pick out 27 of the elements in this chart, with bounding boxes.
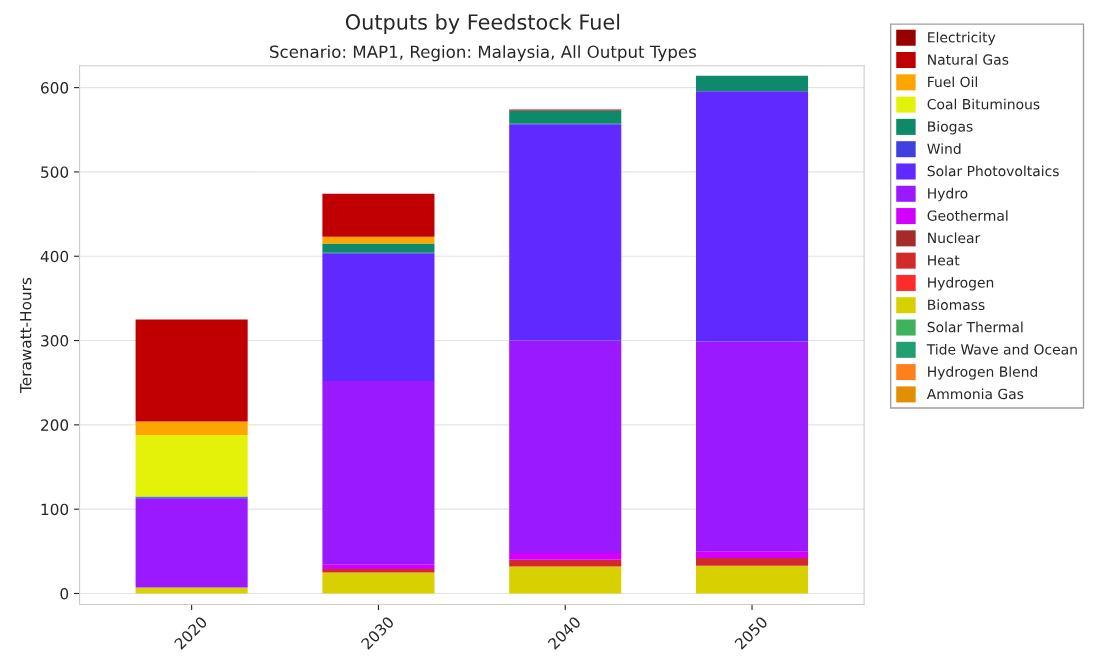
legend-label: Biomass — [928, 299, 985, 311]
legend-label: Wind — [927, 143, 961, 155]
y-tick-label: 600 — [41, 82, 69, 94]
legend-label: Hydro — [928, 187, 968, 202]
legend-label: Solar Photovoltaics — [927, 165, 1059, 177]
legend-label: Tide Wave and Ocean — [926, 343, 1077, 355]
legend-label: Fuel Oil — [928, 76, 977, 88]
y-tick-label: 300 — [41, 335, 69, 347]
chart-title: Outputs by Feedstock Fuel — [345, 13, 620, 34]
legend-label: Natural Gas — [928, 54, 1009, 65]
legend-label: Nuclear — [928, 232, 981, 244]
y-tick-label: 400 — [40, 250, 69, 263]
legend-label: Ammonia Gas — [926, 388, 1024, 400]
y-tick-label: 200 — [41, 419, 69, 431]
legend-label: Electricity — [928, 31, 996, 46]
y-axis-title: Terawatt-Hours — [20, 277, 32, 394]
legend-label: Hydrogen Blend — [928, 366, 1038, 380]
y-tick-label: 0 — [60, 587, 69, 600]
legend-label: Coal Bituminous — [927, 98, 1040, 110]
y-tick-label: 500 — [41, 166, 69, 178]
legend-label: Heat — [928, 255, 960, 266]
legend-label: Geothermal — [927, 210, 1008, 221]
legend-label: Biogas — [928, 120, 973, 135]
chart-subtitle: Scenario: MAP1, Region: Malaysia, All Output Types — [270, 45, 697, 62]
y-tick-label: 100 — [41, 503, 69, 516]
legend-label: Solar Thermal — [927, 321, 1023, 333]
legend-label: Hydrogen — [928, 277, 994, 291]
